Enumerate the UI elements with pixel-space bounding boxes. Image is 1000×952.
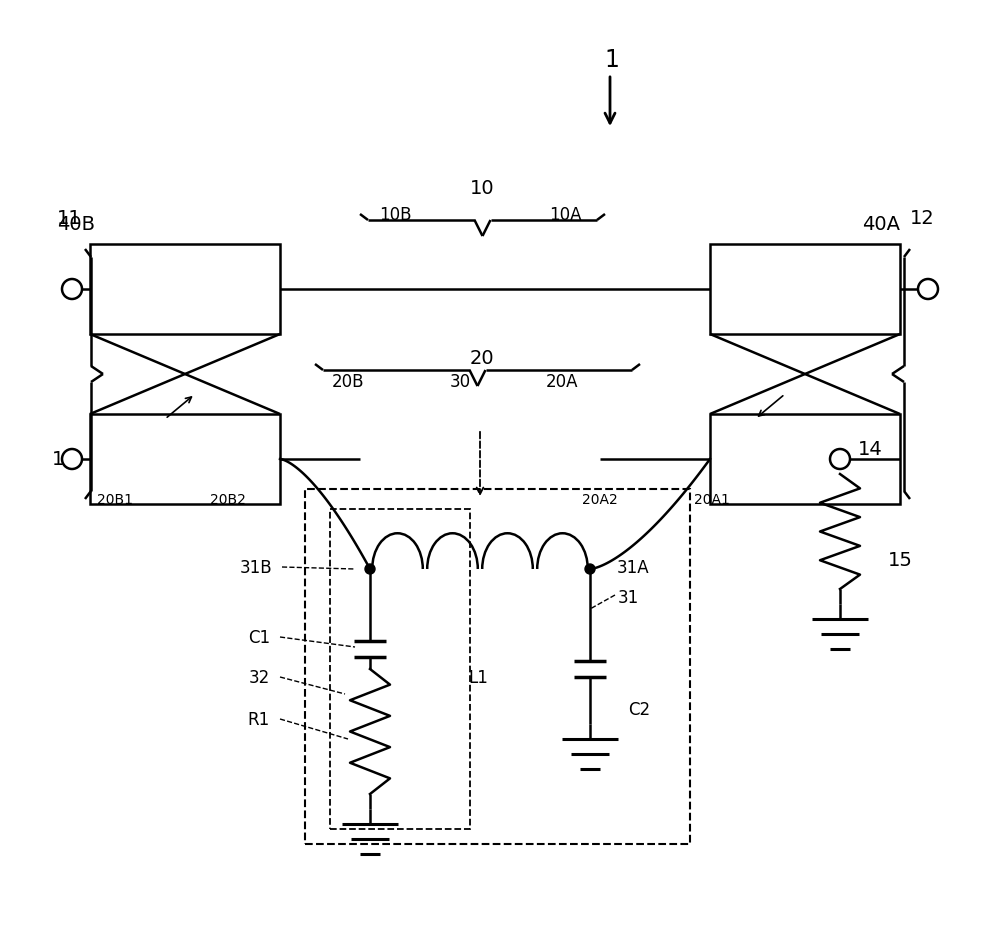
Text: 10A: 10A bbox=[549, 206, 581, 224]
Text: 13: 13 bbox=[52, 450, 77, 469]
Text: 14: 14 bbox=[858, 440, 883, 459]
Circle shape bbox=[365, 565, 375, 574]
Text: 31B: 31B bbox=[239, 559, 272, 576]
Text: 12: 12 bbox=[910, 208, 935, 228]
Text: 20B2: 20B2 bbox=[210, 492, 246, 506]
Text: 31A: 31A bbox=[617, 559, 650, 576]
Bar bbox=[330, 509, 470, 829]
Text: 11: 11 bbox=[57, 208, 82, 228]
Text: 20B1: 20B1 bbox=[97, 492, 133, 506]
Bar bbox=[710, 414, 900, 505]
Text: 40A: 40A bbox=[862, 215, 900, 234]
Text: 30: 30 bbox=[449, 372, 471, 390]
Text: L1: L1 bbox=[468, 668, 488, 686]
Bar bbox=[305, 489, 690, 844]
Bar bbox=[90, 414, 280, 505]
Text: 40B: 40B bbox=[57, 215, 95, 234]
Text: 20A: 20A bbox=[546, 372, 578, 390]
Text: 20A2: 20A2 bbox=[582, 492, 618, 506]
Circle shape bbox=[918, 280, 938, 300]
Text: 15: 15 bbox=[888, 550, 913, 569]
Bar bbox=[90, 245, 280, 335]
Text: 32: 32 bbox=[249, 668, 270, 686]
Text: 31: 31 bbox=[618, 588, 639, 606]
Text: 20B: 20B bbox=[332, 372, 364, 390]
Circle shape bbox=[62, 449, 82, 469]
Circle shape bbox=[62, 280, 82, 300]
Text: 20: 20 bbox=[470, 348, 494, 367]
Text: R1: R1 bbox=[248, 710, 270, 728]
Text: 20A1: 20A1 bbox=[694, 492, 730, 506]
Text: 1: 1 bbox=[605, 48, 619, 72]
Text: 10B: 10B bbox=[379, 206, 411, 224]
Text: 10: 10 bbox=[470, 178, 494, 197]
Text: C2: C2 bbox=[628, 701, 650, 718]
Circle shape bbox=[585, 565, 595, 574]
Circle shape bbox=[830, 449, 850, 469]
Text: C1: C1 bbox=[248, 628, 270, 646]
Bar bbox=[710, 245, 900, 335]
